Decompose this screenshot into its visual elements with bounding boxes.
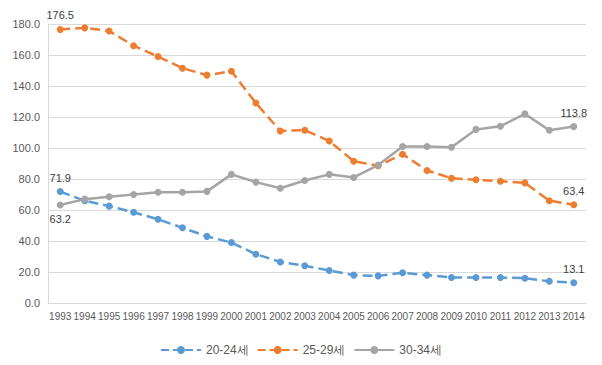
svg-text:2005: 2005 [343,311,366,322]
svg-text:160.0: 160.0 [12,49,40,61]
svg-text:180.0: 180.0 [12,18,40,30]
svg-text:63.2: 63.2 [50,213,71,225]
svg-text:63.4: 63.4 [563,185,584,197]
svg-text:1993: 1993 [49,311,72,322]
svg-text:1994: 1994 [74,311,97,322]
svg-text:2006: 2006 [367,311,390,322]
svg-text:2010: 2010 [465,311,488,322]
svg-text:40.0: 40.0 [19,235,40,247]
svg-text:71.9: 71.9 [50,172,71,184]
svg-text:2008: 2008 [416,311,439,322]
svg-text:2011: 2011 [490,311,512,322]
svg-text:2013: 2013 [538,311,561,322]
svg-text:1999: 1999 [196,311,219,322]
svg-text:120.0: 120.0 [12,111,40,123]
svg-text:13.1: 13.1 [563,263,584,275]
svg-text:2014: 2014 [563,311,586,322]
svg-text:0.0: 0.0 [25,297,40,309]
svg-text:30-34세: 30-34세 [399,343,442,357]
svg-text:25-29세: 25-29세 [303,343,346,357]
svg-text:2002: 2002 [269,311,292,322]
svg-text:2000: 2000 [220,311,243,322]
svg-text:2003: 2003 [294,311,317,322]
svg-text:2012: 2012 [514,311,537,322]
svg-text:20.0: 20.0 [19,266,40,278]
svg-text:1997: 1997 [147,311,170,322]
svg-text:2007: 2007 [391,311,414,322]
svg-text:20-24세: 20-24세 [206,343,249,357]
svg-text:176.5: 176.5 [46,9,74,21]
svg-text:1996: 1996 [122,311,145,322]
svg-text:60.0: 60.0 [19,204,40,216]
svg-text:140.0: 140.0 [12,80,40,92]
svg-text:2004: 2004 [318,311,341,322]
svg-text:2009: 2009 [440,311,463,322]
svg-text:100.0: 100.0 [12,142,40,154]
svg-text:80.0: 80.0 [19,173,40,185]
svg-text:113.8: 113.8 [560,107,587,119]
svg-text:2001: 2001 [245,311,268,322]
svg-text:1995: 1995 [98,311,121,322]
svg-text:1998: 1998 [171,311,194,322]
